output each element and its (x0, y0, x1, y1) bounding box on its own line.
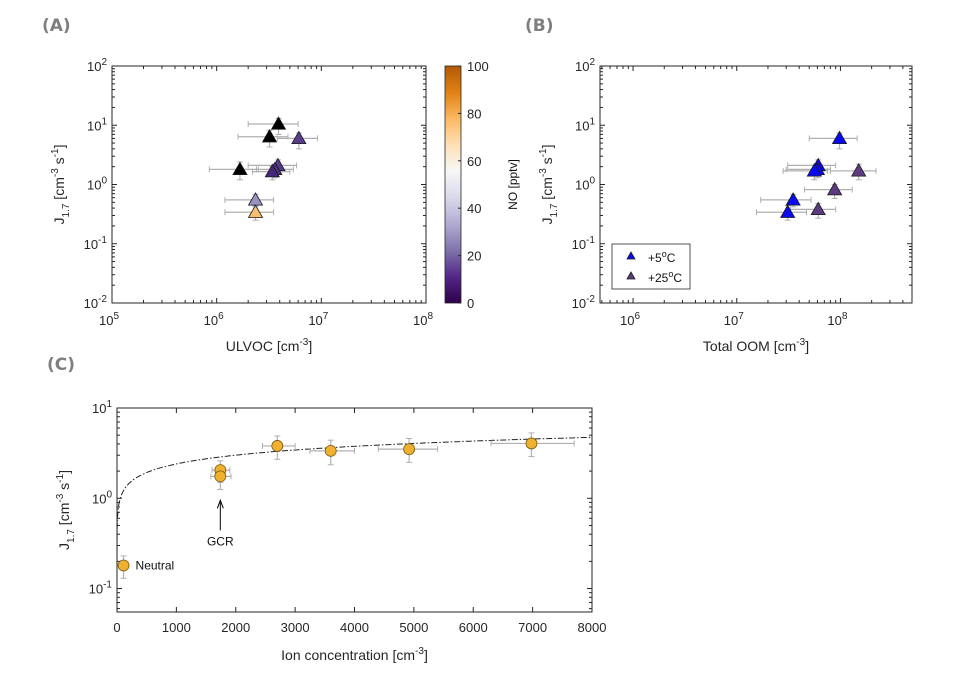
x-tick-label: 108 (827, 311, 847, 328)
x-tick-label: 4000 (340, 620, 369, 635)
y-axis-label: J1.7 [cm-3 s-1] (55, 470, 77, 550)
y-tick-label: 102 (575, 57, 595, 74)
y-tick-label: 100 (575, 176, 595, 193)
chart-C: 10-1 100 101 0 1000 2000 3000 4000 5000 6000 7000 8… (55, 399, 606, 663)
x-axis-label: ULVOC [cm-3] (226, 337, 312, 354)
colorbar-tick-label: 80 (467, 106, 481, 121)
data-point-circle (271, 440, 284, 452)
data-point-triangle (780, 204, 796, 218)
y-tick-label: 101 (92, 399, 112, 416)
x-tick-label: 108 (413, 311, 433, 328)
panel-label-c: (C) (47, 355, 76, 375)
y-axis-label: J1.7 [cm-3 s-1] (538, 145, 560, 225)
chart-B: 10-2 10-1 100 101 102 106 107 108 Total OOM [cm-… (538, 57, 913, 354)
y-tick-label: 10-2 (572, 294, 596, 311)
x-tick-label: 106 (204, 311, 224, 328)
x-tick-label: 8000 (578, 620, 607, 635)
legend: +5oC +25oC (611, 243, 691, 290)
legend-box (611, 243, 691, 290)
y-tick-label: 10-1 (572, 235, 596, 252)
colorbar (444, 65, 462, 304)
data-point-triangle (831, 130, 848, 145)
x-axis-label: Total OOM [cm-3] (703, 337, 809, 354)
data-point-triangle (247, 204, 264, 218)
data-point-triangle (291, 130, 307, 145)
colorbar-tick-label: 0 (467, 296, 474, 311)
data-point-circle (525, 437, 538, 450)
x-tick-label: 5000 (399, 620, 428, 635)
x-tick-label: 0 (113, 620, 120, 635)
y-tick-label: 10-2 (84, 294, 108, 311)
fit-curve (116, 436, 593, 564)
y-tick-label: 101 (87, 116, 107, 133)
x-tick-label: 105 (99, 311, 119, 328)
data-point-triangle (270, 116, 287, 130)
legend-marker (626, 251, 636, 260)
data-point-triangle (247, 192, 264, 206)
legend-label: +5oC (648, 249, 676, 265)
x-axis-label: Ion concentration [cm-3] (281, 646, 428, 663)
colorbar-tick-label: 100 (467, 59, 489, 74)
panel-label-b: (B) (525, 16, 554, 36)
data-point-triangle (851, 163, 867, 177)
chart-A: 10-2 10-1 100 101 102 105 106 107 108 ULVOC [cm-3… (50, 57, 520, 354)
x-tick-label: 3000 (281, 620, 310, 635)
colorbar-tick-label: 40 (467, 201, 481, 216)
y-tick-label: 101 (575, 116, 595, 133)
y-tick-label: 10-1 (89, 580, 113, 597)
colorbar-label: NO [pptv] (506, 159, 520, 210)
data-point-circle (117, 559, 130, 572)
data-point-circle (403, 443, 416, 456)
y-tick-label: 100 (92, 489, 112, 506)
x-tick-label: 107 (724, 311, 744, 328)
colorbar-tick-label: 20 (467, 249, 481, 264)
data-point-triangle (785, 192, 801, 206)
data-point-triangle (826, 181, 843, 196)
x-tick-label: 6000 (459, 620, 488, 635)
x-tick-label: 2000 (221, 620, 250, 635)
y-axis-label: J1.7 [cm-3 s-1] (50, 145, 72, 225)
panel-label-a: (A) (42, 16, 71, 36)
data-point-triangle (232, 161, 248, 176)
x-tick-label: 106 (620, 311, 640, 328)
y-tick-label: 10-1 (84, 235, 108, 252)
y-tick-label: 102 (87, 57, 107, 74)
legend-label: +25oC (648, 269, 682, 285)
annotation-gcr: GCR (207, 534, 234, 548)
data-point-triangle (264, 163, 280, 178)
x-tick-label: 1000 (162, 620, 191, 635)
x-tick-label: 107 (308, 311, 328, 328)
data-point-triangle (261, 128, 278, 143)
plot-frame (111, 65, 427, 304)
colorbar-tick-label: 60 (467, 154, 481, 169)
data-point-circle (214, 470, 227, 483)
plot-frame (116, 407, 593, 613)
y-tick-label: 100 (87, 176, 107, 193)
gcr-arrow-head (216, 498, 224, 509)
annotation-neutral: Neutral (136, 559, 175, 573)
data-point-triangle (806, 163, 823, 177)
data-point-circle (324, 444, 337, 457)
legend-marker (626, 271, 636, 280)
x-tick-label: 7000 (518, 620, 547, 635)
data-point-triangle (810, 201, 826, 216)
